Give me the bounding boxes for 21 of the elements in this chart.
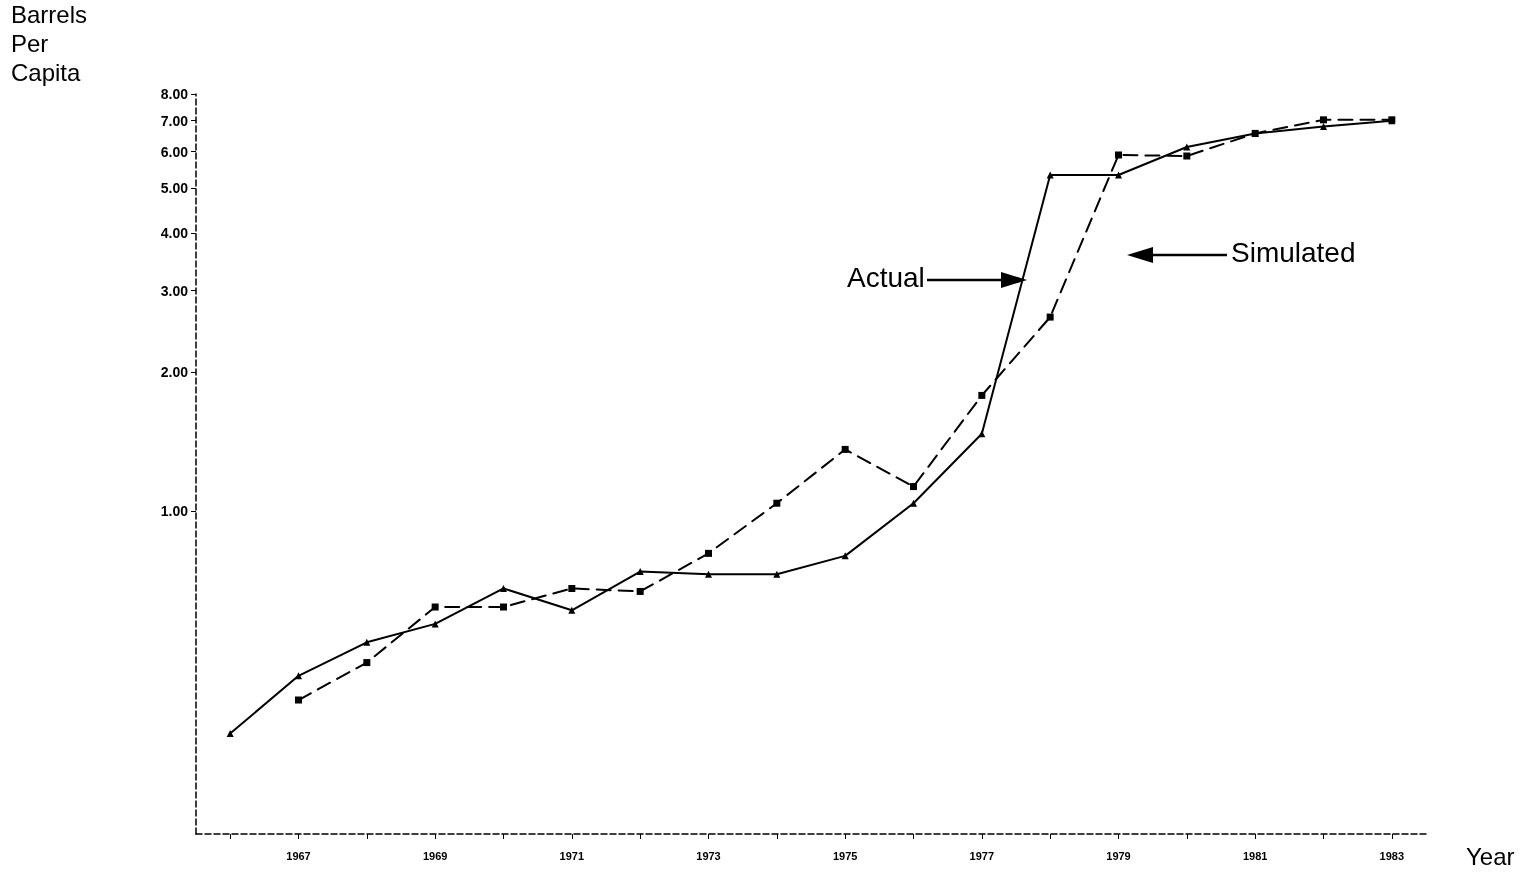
- x-axis-title: Year: [1466, 842, 1515, 870]
- annotation: Actual: [847, 262, 925, 294]
- x-tick-label: 1967: [286, 849, 311, 862]
- y-tick-label: 3.00: [160, 282, 189, 299]
- x-tick-label: 1981: [1242, 849, 1268, 862]
- y-tick-label: 8.00: [160, 85, 189, 102]
- x-tick-label: 1969: [422, 849, 448, 862]
- x-tick-label: 1983: [1379, 849, 1405, 862]
- y-tick-label: 4.00: [160, 224, 189, 241]
- x-tick-label: 1973: [696, 849, 721, 862]
- y-tick-label: 2.00: [160, 364, 189, 381]
- annotation: Simulated: [1231, 237, 1356, 269]
- y-axis-title: Barrels Per Capita: [11, 1, 88, 86]
- y-tick-label: 1.00: [160, 503, 189, 520]
- x-tick-label: 1977: [969, 849, 995, 862]
- x-tick-label: 1979: [1106, 849, 1131, 862]
- x-tick-label: 1971: [559, 849, 585, 862]
- y-tick-label: 7.00: [160, 112, 189, 129]
- y-tick-label: 6.00: [160, 143, 189, 160]
- x-tick-label: 1975: [832, 849, 858, 862]
- y-tick-label: 5.00: [160, 180, 189, 197]
